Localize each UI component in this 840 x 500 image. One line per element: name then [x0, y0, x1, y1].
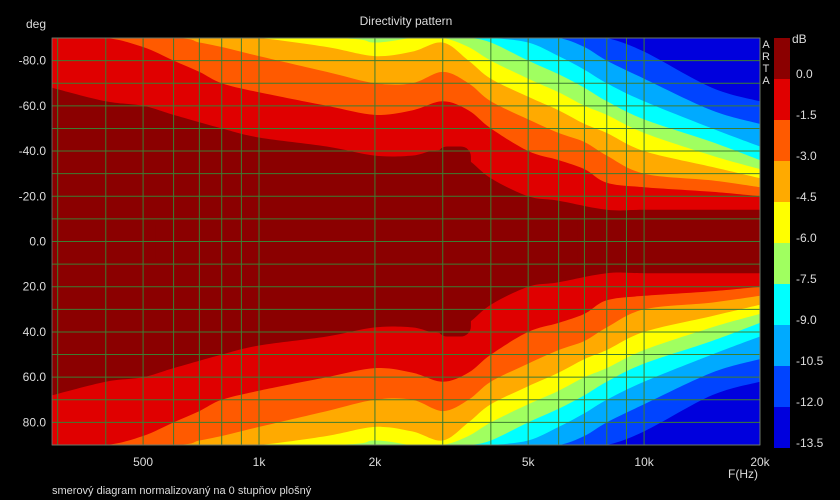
- colorbar-swatch: [774, 366, 790, 407]
- colorbar-swatch: [774, 120, 790, 161]
- colorbar-label-7: -10.5: [796, 354, 824, 368]
- colorbar-label-4: -6.0: [796, 231, 817, 245]
- y-tick-label: 0.0: [29, 235, 46, 249]
- x-tick-label: 5k: [522, 455, 536, 469]
- colorbar-label-2: -3.0: [796, 149, 817, 163]
- contour-band-bottom-8: [52, 381, 760, 445]
- x-tick-label: 500: [133, 455, 153, 469]
- colorbar-swatch: [774, 202, 790, 243]
- contour-bands: [52, 38, 760, 445]
- colorbar-swatch: [774, 284, 790, 325]
- contour-band-bottom-6: [52, 336, 760, 445]
- y-tick-label: -60.0: [19, 99, 47, 113]
- contour-band-top-6: [52, 38, 760, 147]
- watermark-letter: A: [762, 75, 770, 87]
- colorbar-swatch: [774, 38, 790, 79]
- x-axis-label: F(Hz): [728, 467, 758, 481]
- y-axis-label: deg: [26, 17, 46, 31]
- contour-band-top-8: [52, 38, 760, 102]
- colorbar-swatch: [774, 325, 790, 366]
- colorbar-swatch: [774, 161, 790, 202]
- y-tick-label: -40.0: [19, 144, 47, 158]
- footnote: smerový diagram normalizovaný na 0 stupň…: [52, 485, 312, 497]
- colorbar-label-1: -1.5: [796, 108, 817, 122]
- colorbar-swatch: [774, 407, 790, 448]
- x-tick-label: 2k: [369, 455, 383, 469]
- colorbar-label-8: -12.0: [796, 395, 824, 409]
- y-tick-label: -80.0: [19, 54, 47, 68]
- y-tick-labels: -80.0 -60.0 -40.0 -20.0 0.0 20.0 40.0 60.0 80.0: [19, 54, 47, 430]
- x-tick-label: 1k: [253, 455, 267, 469]
- y-tick-label: 80.0: [23, 415, 47, 429]
- x-tick-label: 20k: [750, 455, 770, 469]
- colorbar-swatch: [774, 79, 790, 120]
- watermark-letter: A: [762, 39, 770, 51]
- colorbar-label-3: -4.5: [796, 190, 817, 204]
- y-tick-label: 20.0: [23, 280, 47, 294]
- y-tick-label: 40.0: [23, 325, 47, 339]
- colorbar-label-0: 0.0: [796, 67, 813, 81]
- colorbar-label-6: -9.0: [796, 313, 817, 327]
- colorbar-swatch: [774, 243, 790, 284]
- y-tick-label: 60.0: [23, 370, 47, 384]
- plot-frame: [51, 37, 761, 446]
- colorbar-label-9: -13.5: [796, 436, 824, 450]
- watermark-letter: T: [763, 63, 770, 75]
- y-tick-label: -20.0: [19, 189, 47, 203]
- colorbar: 0.0 -1.5 -3.0 -4.5 -6.0 -7.5 -9.0 -10.5 -12.0 -13…: [774, 38, 824, 450]
- chart-title: Directivity pattern: [360, 14, 453, 28]
- x-tick-label: 10k: [634, 455, 654, 469]
- colorbar-label-5: -7.5: [796, 272, 817, 286]
- watermark-letter: R: [762, 51, 770, 63]
- colorbar-label: dB: [792, 32, 807, 46]
- x-tick-labels: 500 1k 2k 5k 10k 20k: [133, 455, 771, 469]
